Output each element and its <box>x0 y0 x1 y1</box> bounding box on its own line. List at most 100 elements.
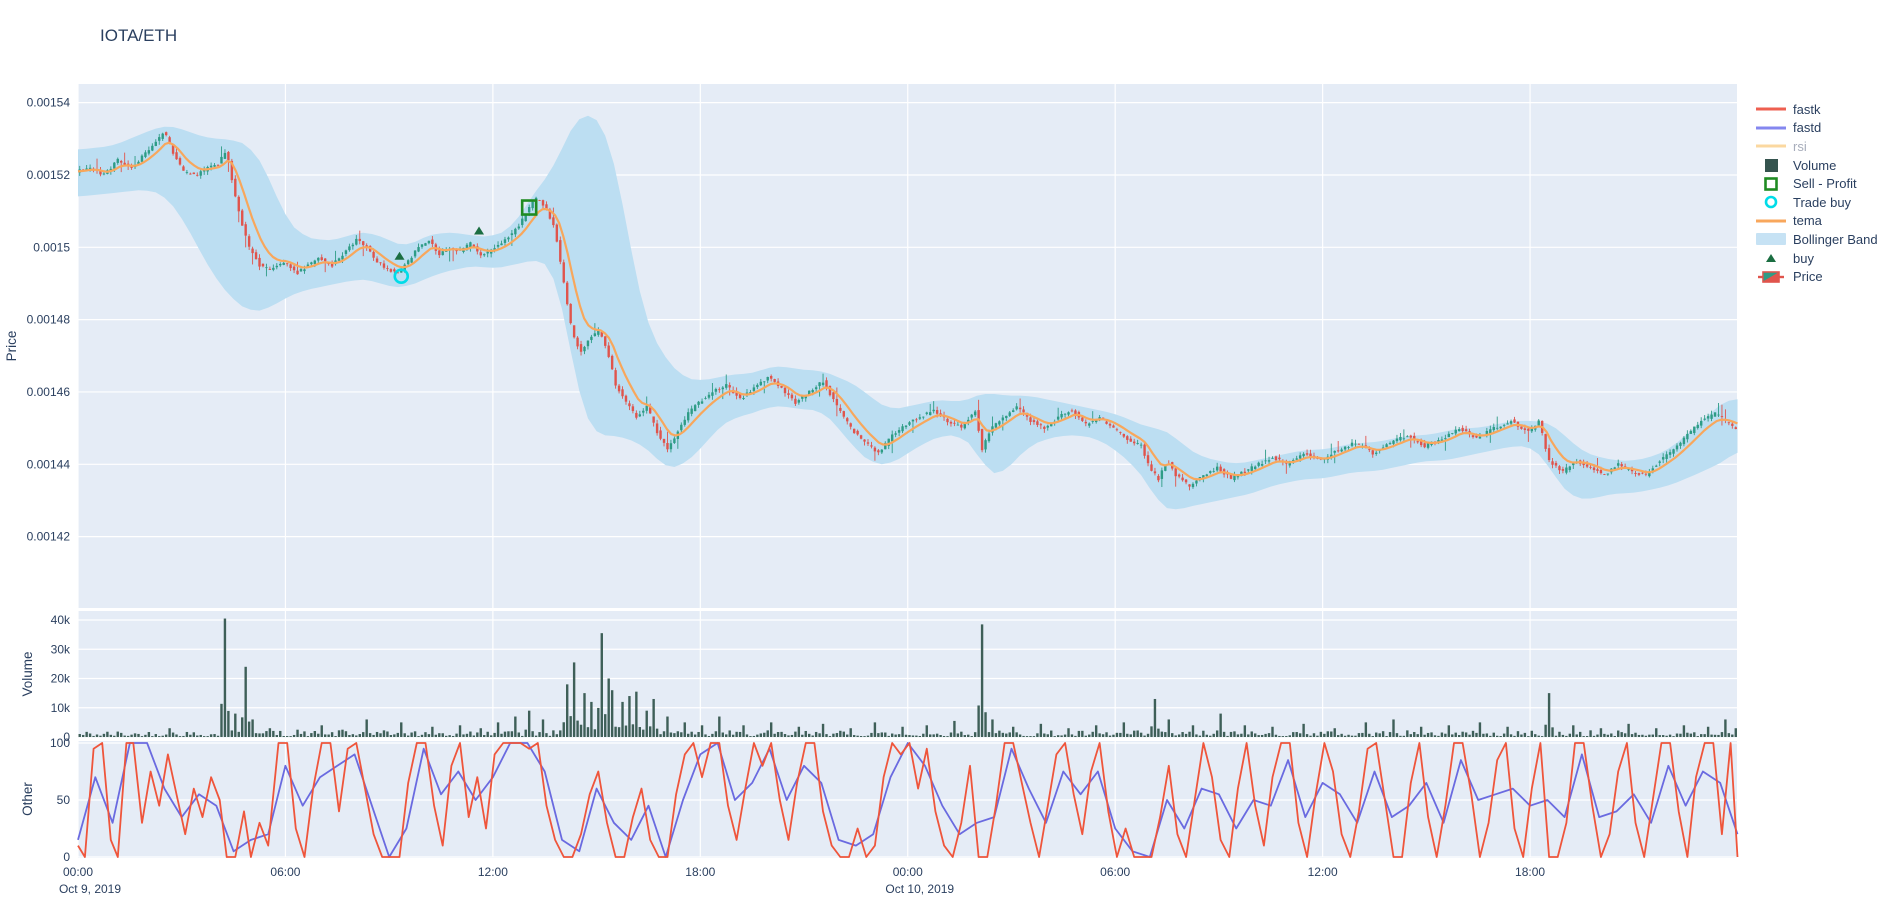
candle-body <box>946 418 949 423</box>
legend-item-trade-buy[interactable]: Trade buy <box>1754 193 1878 212</box>
volume-bar <box>147 732 151 737</box>
volume-bar <box>227 710 230 737</box>
candle-body <box>483 254 486 256</box>
candle-body <box>1554 462 1558 466</box>
volume-bar <box>890 733 894 737</box>
volume-bar <box>870 732 873 737</box>
volume-bar <box>648 726 652 737</box>
volume-bar <box>1682 725 1686 737</box>
legend-item-bollinger-band[interactable]: Bollinger Band <box>1754 230 1878 249</box>
candle-body <box>1336 450 1340 452</box>
legend-item-tema[interactable]: tema <box>1754 212 1878 231</box>
volume-bar <box>403 733 406 737</box>
candle-body <box>154 141 157 146</box>
candle-body <box>1018 407 1022 410</box>
volume-bar <box>583 693 586 737</box>
chart-title: IOTA/ETH <box>100 26 178 45</box>
volume-y-tick-label: 40k <box>51 613 71 627</box>
candle-body <box>1205 474 1209 476</box>
candle-body <box>1070 410 1074 412</box>
volume-bar <box>1392 719 1395 737</box>
candle-body <box>323 258 327 262</box>
candle-body <box>873 447 877 452</box>
candle-body <box>604 336 607 346</box>
candle-body <box>642 410 645 413</box>
volume-bar <box>1188 731 1191 737</box>
volume-bar <box>265 731 268 737</box>
volume-bar <box>922 733 925 737</box>
buy-marker <box>474 226 485 235</box>
volume-y-tick-label: 10k <box>51 701 71 715</box>
volume-bar <box>424 732 427 737</box>
candle-body <box>610 355 614 370</box>
candle-body <box>413 250 417 257</box>
volume-bar <box>514 716 517 737</box>
candle-body <box>621 389 624 397</box>
volume-bar <box>1084 735 1088 737</box>
candle-body <box>1195 480 1198 484</box>
legend-item-rsi[interactable]: rsi <box>1754 137 1878 156</box>
volume-bar <box>1098 733 1101 737</box>
volume-bar <box>1285 736 1288 737</box>
candle-body <box>507 237 510 240</box>
volume-bar <box>1167 719 1170 737</box>
candle-body <box>1305 453 1309 455</box>
candle-body <box>1388 443 1392 445</box>
volume-bar <box>1312 733 1316 737</box>
candle-body <box>1292 460 1295 462</box>
legend-item-fastd[interactable]: fastd <box>1754 119 1878 138</box>
candle-body <box>116 158 119 163</box>
volume-bar <box>1381 731 1385 737</box>
candle-body <box>102 173 106 175</box>
candle-body <box>579 344 583 352</box>
volume-bar <box>1731 734 1734 737</box>
candle-body <box>718 389 721 391</box>
volume-bar <box>137 733 140 737</box>
candle-body <box>500 243 503 246</box>
volume-bar <box>1506 726 1509 737</box>
candle-body <box>1115 429 1119 431</box>
volume-bar <box>1105 732 1108 737</box>
candle-body <box>1202 475 1205 480</box>
candle-body <box>1689 430 1693 434</box>
volume-bar <box>503 731 507 737</box>
candle-body <box>1489 429 1492 434</box>
candle-body <box>168 137 171 143</box>
legend-item-sell-profit[interactable]: Sell - Profit <box>1754 174 1878 193</box>
legend-item-price[interactable]: Price <box>1754 267 1878 286</box>
volume-bar <box>1534 734 1537 737</box>
volume-bar <box>1198 735 1202 737</box>
candle-body <box>949 421 953 424</box>
volume-axis-title: Volume <box>20 651 35 696</box>
volume-bar <box>1160 731 1164 737</box>
volume-bar <box>410 732 413 737</box>
legend-item-label: tema <box>1793 213 1822 229</box>
volume-bar <box>1171 733 1174 737</box>
candle-body <box>1146 455 1150 464</box>
volume-bar <box>285 736 289 737</box>
volume-bar <box>1046 734 1049 737</box>
legend-item-buy[interactable]: buy <box>1754 249 1878 268</box>
volume-bar <box>1267 733 1271 737</box>
candle-body <box>1617 463 1620 466</box>
candle-body <box>147 150 151 154</box>
candle-body <box>655 423 659 434</box>
volume-bar <box>327 734 330 737</box>
legend-item-volume[interactable]: Volume <box>1754 156 1878 175</box>
candle-body <box>763 381 766 383</box>
volume-bar <box>541 719 545 737</box>
volume-bar <box>1547 693 1551 737</box>
candle-body <box>880 449 884 453</box>
legend-item-fastk[interactable]: fastk <box>1754 100 1878 119</box>
volume-bar <box>946 736 949 737</box>
candle-body <box>932 409 935 412</box>
volume-bar <box>1330 731 1333 737</box>
volume-bar <box>196 735 199 737</box>
volume-bar <box>1596 734 1599 737</box>
volume-bar <box>1475 732 1478 737</box>
candle-body <box>120 161 123 163</box>
volume-bar <box>697 731 700 737</box>
candle-body <box>538 200 541 201</box>
volume-bar <box>690 731 693 737</box>
